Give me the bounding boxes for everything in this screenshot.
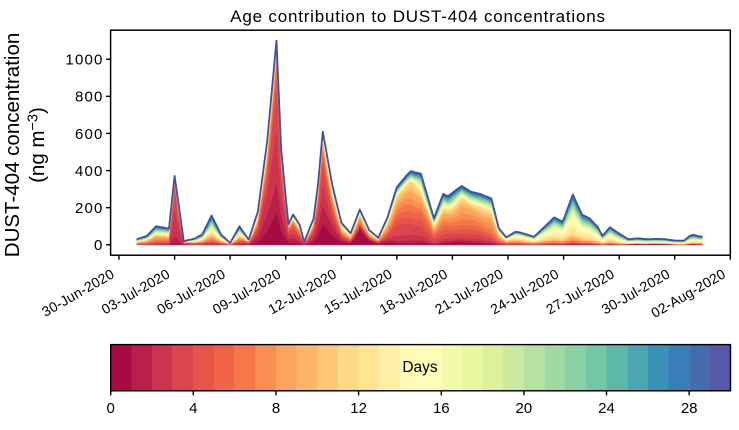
svg-text:Age contribution to DUST-404 c: Age contribution to DUST-404 concentrati…: [230, 7, 606, 26]
svg-text:4: 4: [189, 400, 197, 417]
svg-text:0: 0: [94, 237, 104, 254]
svg-text:16: 16: [433, 400, 450, 417]
svg-text:Days: Days: [402, 359, 438, 376]
svg-text:24: 24: [598, 400, 615, 417]
svg-text:1000: 1000: [65, 52, 103, 69]
svg-text:800: 800: [75, 89, 104, 106]
svg-text:20: 20: [516, 400, 533, 417]
svg-text:DUST-404 concentration: DUST-404 concentration: [1, 33, 24, 257]
svg-text:28: 28: [681, 400, 698, 417]
svg-text:8: 8: [272, 400, 280, 417]
svg-text:12: 12: [350, 400, 367, 417]
svg-text:600: 600: [75, 126, 104, 143]
svg-text:400: 400: [75, 163, 104, 180]
svg-text:0: 0: [107, 400, 115, 417]
svg-text:200: 200: [75, 200, 104, 217]
